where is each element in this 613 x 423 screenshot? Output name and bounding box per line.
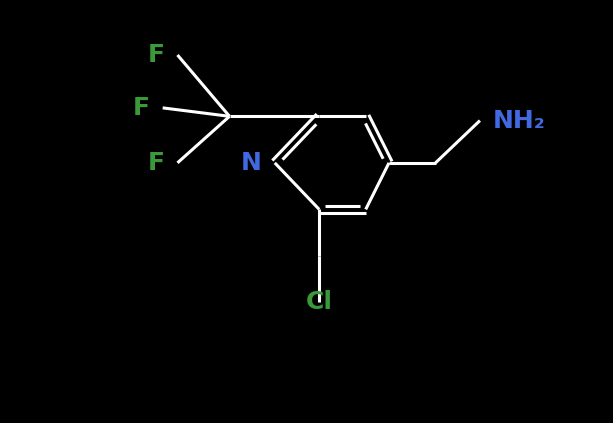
Text: NH₂: NH₂	[493, 109, 546, 132]
Text: N: N	[241, 151, 262, 175]
Text: F: F	[148, 151, 165, 175]
Text: Cl: Cl	[306, 291, 333, 314]
Text: F: F	[133, 96, 150, 120]
Text: F: F	[148, 43, 165, 67]
